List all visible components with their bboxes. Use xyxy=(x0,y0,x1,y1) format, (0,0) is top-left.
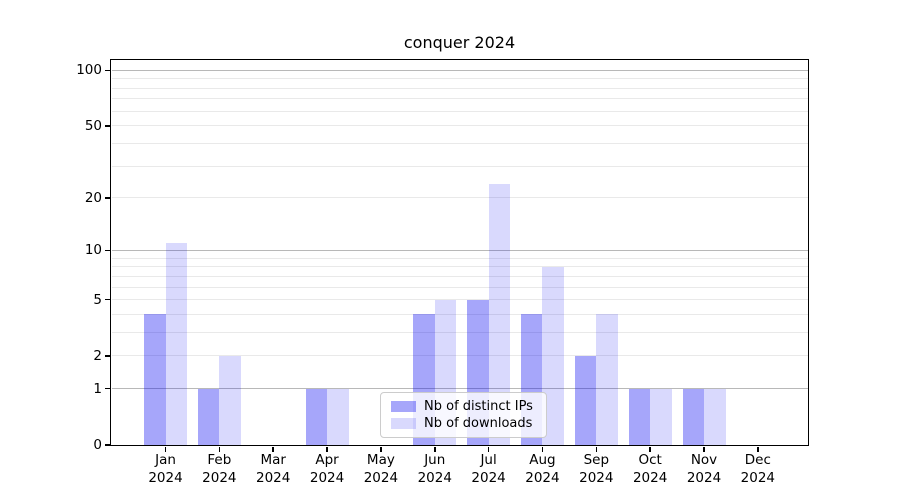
bar-downloads-jan xyxy=(165,243,187,445)
x-tick-label: Feb 2024 xyxy=(202,452,237,486)
y-tick-label: 10 xyxy=(84,242,102,259)
x-tick-mark xyxy=(434,446,436,452)
y-tick-mark xyxy=(105,197,110,199)
x-tick-label: Jun 2024 xyxy=(417,452,452,486)
x-tick-label: Oct 2024 xyxy=(632,452,668,486)
minor-gridline xyxy=(111,299,808,301)
minor-gridline xyxy=(111,98,808,100)
minor-gridline xyxy=(111,87,808,89)
bar-ips-nov xyxy=(682,388,704,445)
minor-gridline xyxy=(111,313,808,315)
minor-gridline xyxy=(111,331,808,333)
y-tick-mark xyxy=(105,298,110,301)
minor-gridline xyxy=(111,286,808,288)
y-tick-mark xyxy=(105,444,110,446)
x-tick-mark xyxy=(649,446,651,452)
legend-swatch-downloads xyxy=(391,418,416,429)
y-tick-label: 0 xyxy=(93,437,102,453)
x-tick-mark xyxy=(164,446,167,452)
x-tick-mark xyxy=(757,446,759,452)
x-tick-mark xyxy=(326,446,328,452)
major-gridline xyxy=(111,388,808,390)
y-tick-mark xyxy=(105,355,110,357)
major-gridline xyxy=(111,249,808,251)
bar-ips-apr xyxy=(305,388,328,445)
x-tick-label: Aug 2024 xyxy=(525,452,560,486)
x-tick-mark xyxy=(380,446,382,452)
minor-gridline xyxy=(111,125,808,127)
x-tick-label: Jan 2024 xyxy=(148,452,183,486)
minor-gridline xyxy=(111,197,808,199)
bar-ips-oct xyxy=(628,388,651,445)
bar-ips-jan xyxy=(144,314,166,445)
x-tick-mark xyxy=(703,446,705,452)
y-tick-label: 20 xyxy=(84,189,102,206)
minor-gridline xyxy=(111,110,808,112)
bar-ips-sep xyxy=(574,355,597,445)
minor-gridline xyxy=(111,266,808,268)
x-tick-label: May 2024 xyxy=(363,452,399,486)
y-tick-mark xyxy=(105,125,110,127)
bar-downloads-apr xyxy=(327,388,349,445)
bar-downloads-feb xyxy=(219,355,241,445)
legend-entry-distinct-ips: Nb of distinct IPs xyxy=(391,399,538,414)
minor-gridline xyxy=(111,257,808,259)
legend-label-downloads: Nb of downloads xyxy=(424,416,533,431)
x-tick-label: Jul 2024 xyxy=(471,452,506,486)
minor-gridline xyxy=(111,165,808,167)
y-tick-label: 5 xyxy=(93,291,102,308)
y-tick-label: 100 xyxy=(76,62,102,79)
legend-swatch-distinct-ips xyxy=(391,401,416,412)
bar-downloads-aug xyxy=(542,266,564,445)
x-tick-label: Nov 2024 xyxy=(686,452,722,486)
x-tick-mark xyxy=(218,446,221,452)
y-tick-label: 1 xyxy=(93,380,102,397)
y-tick-mark xyxy=(105,387,110,390)
bar-downloads-oct xyxy=(650,388,672,445)
x-tick-label: Mar 2024 xyxy=(256,452,291,486)
y-tick-mark xyxy=(105,249,110,252)
x-tick-label: Sep 2024 xyxy=(579,452,614,486)
y-tick-mark xyxy=(105,69,110,72)
x-tick-label: Dec 2024 xyxy=(740,452,776,486)
x-tick-mark xyxy=(541,446,544,452)
major-gridline xyxy=(111,69,808,71)
y-tick-label: 50 xyxy=(84,117,102,134)
minor-gridline xyxy=(111,355,808,357)
legend: Nb of distinct IPs Nb of downloads xyxy=(380,392,547,438)
legend-label-distinct-ips: Nb of distinct IPs xyxy=(424,399,533,414)
bar-downloads-sep xyxy=(596,314,618,445)
chart-title: conquer 2024 xyxy=(403,33,516,52)
minor-gridline xyxy=(111,78,808,80)
x-tick-mark xyxy=(487,446,490,452)
x-tick-mark xyxy=(595,446,598,452)
bar-downloads-nov xyxy=(704,388,726,445)
minor-gridline xyxy=(111,143,808,145)
bar-ips-feb xyxy=(197,388,220,445)
x-tick-label: Apr 2024 xyxy=(309,452,345,486)
legend-entry-downloads: Nb of downloads xyxy=(391,416,538,431)
x-tick-mark xyxy=(272,446,274,452)
bar-downloads-jul xyxy=(488,183,511,445)
y-tick-label: 2 xyxy=(93,347,102,364)
minor-gridline xyxy=(111,275,808,277)
